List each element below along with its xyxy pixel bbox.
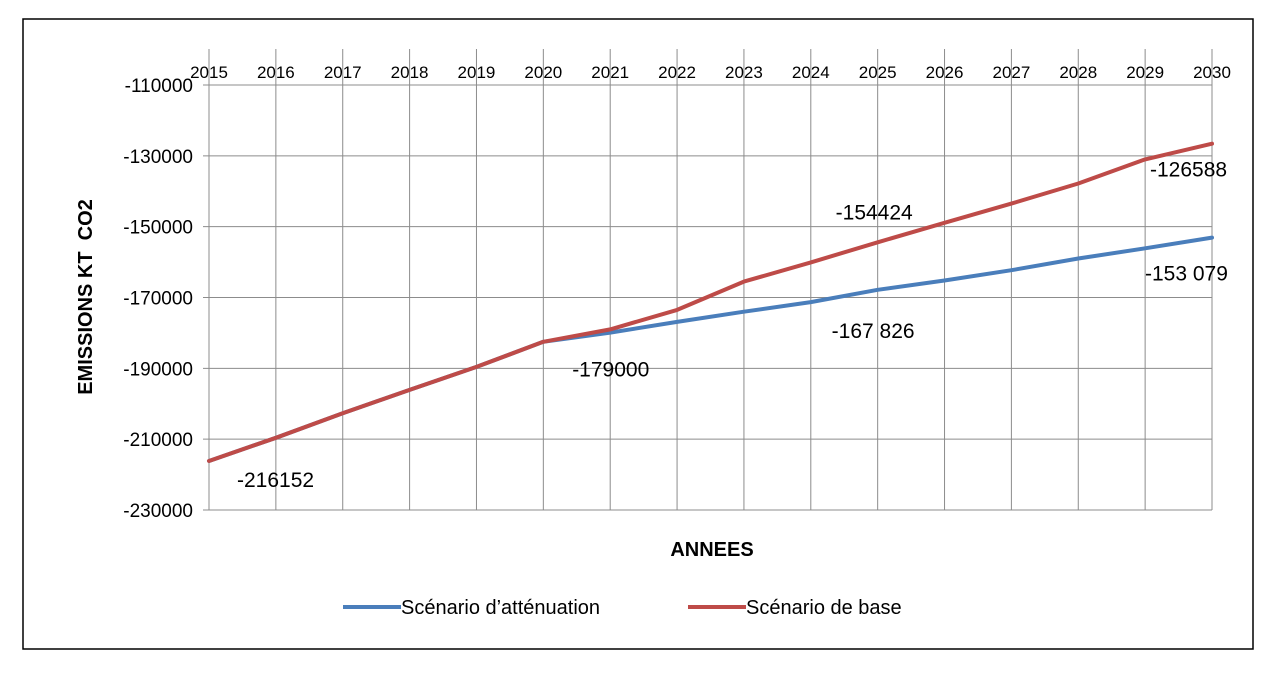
data-label: -216152: [237, 469, 314, 492]
x-tick-label: 2028: [1059, 63, 1097, 82]
y-axis-label: EMISSIONS KT CO2: [75, 199, 97, 395]
data-label: -179000: [572, 358, 649, 381]
x-tick-label: 2029: [1126, 63, 1164, 82]
chart-border: [23, 19, 1253, 649]
x-tick-label: 2018: [391, 63, 429, 82]
y-tick-label: -230000: [123, 501, 193, 522]
x-tick-label: 2025: [859, 63, 897, 82]
x-tick-label: 2017: [324, 63, 362, 82]
data-label: -154424: [836, 201, 913, 224]
x-tick-label: 2030: [1193, 63, 1231, 82]
y-tick-label: -150000: [123, 218, 193, 239]
legend-label-1: Scénario de base: [746, 597, 902, 619]
x-tick-label: 2021: [591, 63, 629, 82]
y-tick-label: -170000: [123, 289, 193, 310]
x-tick-label: 2027: [992, 63, 1030, 82]
y-tick-label: -110000: [125, 76, 193, 97]
x-tick-label: 2026: [926, 63, 964, 82]
x-tick-label: 2024: [792, 63, 830, 82]
y-tick-label: -210000: [123, 430, 193, 451]
x-tick-label: 2023: [725, 63, 763, 82]
x-tick-label: 2015: [190, 63, 228, 82]
legend-label-0: Scénario d’atténuation: [401, 597, 600, 619]
x-tick-label: 2022: [658, 63, 696, 82]
data-label: -153 079: [1145, 263, 1228, 286]
x-tick-label: 2016: [257, 63, 295, 82]
data-label: -167 826: [832, 320, 915, 343]
x-tick-label: 2019: [458, 63, 496, 82]
y-tick-label: -130000: [123, 147, 193, 168]
y-tick-label: -190000: [123, 359, 193, 380]
x-axis-label: ANNEES: [670, 539, 753, 561]
x-tick-label: 2020: [524, 63, 562, 82]
data-label: -126588: [1150, 159, 1227, 182]
